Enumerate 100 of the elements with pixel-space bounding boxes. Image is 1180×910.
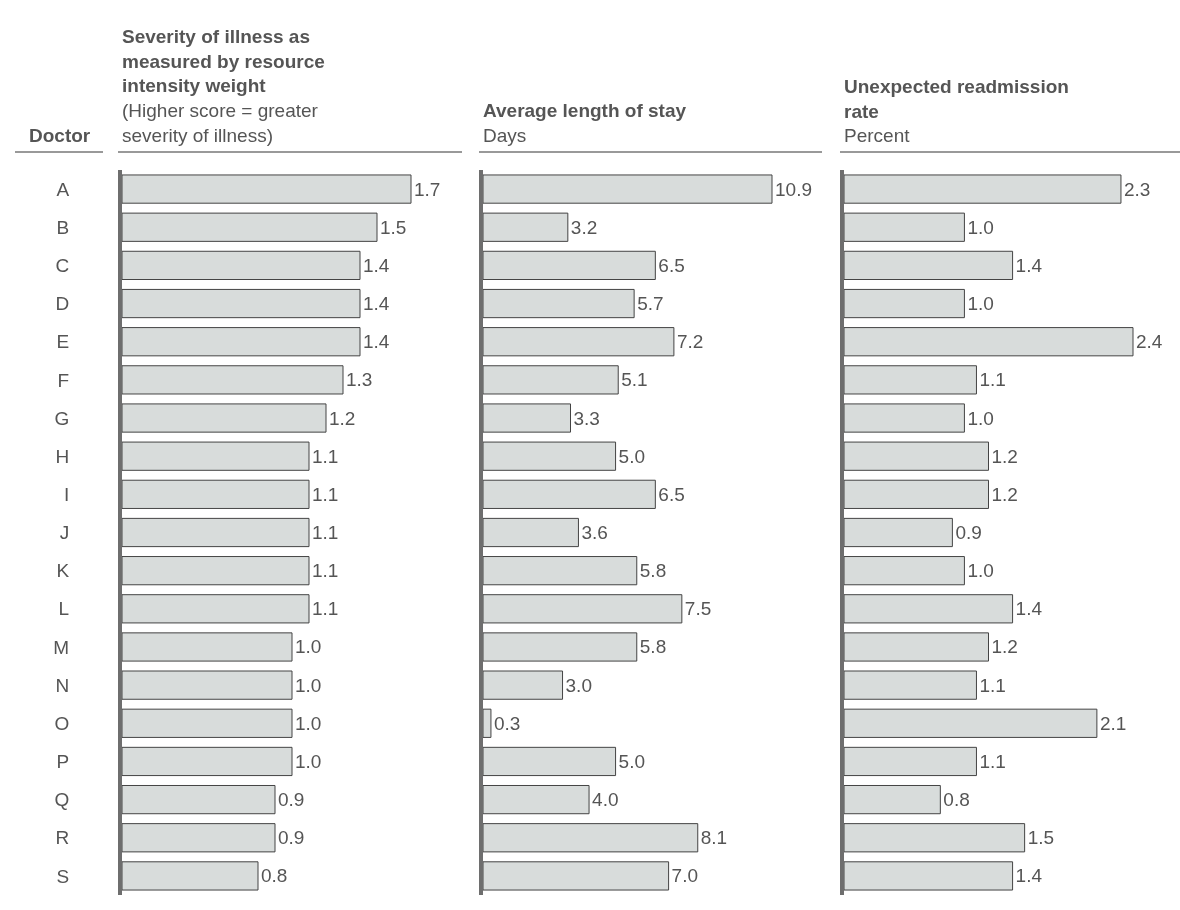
bar — [844, 784, 941, 815]
bar — [844, 632, 989, 662]
y-tick-label: E — [56, 331, 70, 353]
bar — [122, 250, 361, 281]
y-tick-label: N — [55, 674, 70, 696]
data-label: 3.2 — [570, 216, 598, 238]
chart-subtitle: (Higher score = greater severity of illness) — [122, 100, 319, 146]
bar — [122, 365, 344, 395]
bar — [483, 517, 579, 548]
y-tick-label: I — [63, 483, 70, 505]
data-label: 1.1 — [312, 483, 339, 505]
y-tick-label: S — [56, 865, 70, 887]
data-label: 8.1 — [700, 827, 728, 849]
y-tick-label: C — [55, 255, 70, 277]
bar — [122, 556, 310, 586]
data-label: 2.4 — [1136, 331, 1163, 353]
data-label: 0.8 — [943, 789, 970, 811]
data-label: 1.1 — [312, 522, 339, 543]
bar — [483, 746, 617, 777]
data-label: 10.9 — [775, 178, 812, 200]
data-label: 1.4 — [1015, 598, 1043, 620]
bar — [844, 556, 965, 586]
bar — [483, 670, 564, 700]
bar — [483, 403, 571, 433]
bar — [483, 441, 617, 471]
y-tick-label: K — [56, 560, 70, 582]
chart-title: Unexpected readmission rate — [844, 76, 1069, 122]
bar — [844, 823, 1026, 853]
data-label: 1.5 — [1027, 827, 1055, 849]
bar — [122, 212, 378, 242]
data-label: 0.9 — [955, 522, 982, 543]
data-label: 1.0 — [295, 636, 322, 658]
bar — [844, 861, 1014, 891]
data-label: 1.2 — [991, 445, 1018, 467]
bar — [483, 861, 670, 891]
bar — [122, 784, 276, 815]
data-label: 6.5 — [658, 483, 685, 505]
bar — [483, 174, 773, 204]
data-label: 1.1 — [312, 598, 339, 620]
bar — [122, 632, 293, 662]
bar — [844, 288, 965, 319]
data-label: 1.1 — [979, 674, 1006, 696]
data-label: 1.0 — [295, 674, 322, 696]
data-label: 1.0 — [295, 750, 322, 772]
data-label: 2.3 — [1123, 178, 1151, 200]
data-label: 7.2 — [676, 331, 704, 353]
bar — [122, 288, 361, 319]
data-label: 1.0 — [967, 293, 994, 315]
bar — [844, 441, 989, 471]
data-label: 0.3 — [493, 712, 521, 734]
bar — [844, 365, 977, 395]
chart-subtitle: Days — [483, 124, 527, 146]
y-tick-label: R — [55, 827, 70, 849]
chart-title: Severity of illness as measured by resource intensity weight — [122, 26, 325, 97]
y-tick-label: J — [59, 522, 70, 544]
data-label: 1.1 — [979, 369, 1006, 391]
bar — [844, 479, 989, 509]
bar — [844, 594, 1014, 624]
y-tick-label: Q — [54, 789, 70, 811]
bar — [122, 670, 293, 700]
bar — [122, 403, 327, 433]
bar — [844, 327, 1134, 357]
bar — [122, 861, 259, 891]
bar — [122, 479, 310, 509]
bar — [483, 212, 569, 242]
bar — [844, 708, 1098, 738]
data-label: 5.8 — [639, 560, 667, 582]
y-tick-label: M — [53, 636, 70, 658]
data-label: 7.5 — [684, 598, 712, 620]
y-tick-label: L — [58, 598, 70, 620]
y-tick-label: G — [54, 407, 70, 429]
data-label: 1.1 — [312, 560, 339, 582]
bar — [483, 632, 638, 662]
y-tick-label: O — [54, 712, 70, 734]
data-label: 0.8 — [261, 865, 288, 887]
data-label: 1.4 — [1015, 254, 1043, 276]
y-tick-label: H — [55, 445, 70, 467]
data-label: 1.0 — [967, 560, 994, 582]
data-label: 1.0 — [967, 407, 994, 429]
data-label: 1.2 — [991, 483, 1018, 505]
data-label: 0.9 — [278, 827, 305, 849]
data-label: 1.3 — [346, 369, 373, 391]
data-label: 1.4 — [363, 331, 390, 353]
bar — [122, 823, 276, 853]
chart-subtitle: Percent — [844, 125, 911, 147]
data-label: 1.7 — [414, 178, 441, 200]
bar — [483, 556, 638, 586]
bar — [122, 327, 361, 357]
bar — [483, 288, 635, 319]
data-label: 5.8 — [639, 636, 667, 658]
bar — [844, 517, 953, 548]
data-label: 5.0 — [618, 750, 645, 772]
y-tick-label: P — [56, 751, 70, 773]
y-tick-label: D — [55, 293, 70, 315]
data-label: 5.0 — [618, 445, 645, 467]
data-label: 6.5 — [658, 254, 685, 276]
data-label: 1.4 — [363, 254, 390, 276]
bar — [844, 670, 977, 700]
bar — [483, 594, 683, 624]
bar — [483, 327, 675, 357]
